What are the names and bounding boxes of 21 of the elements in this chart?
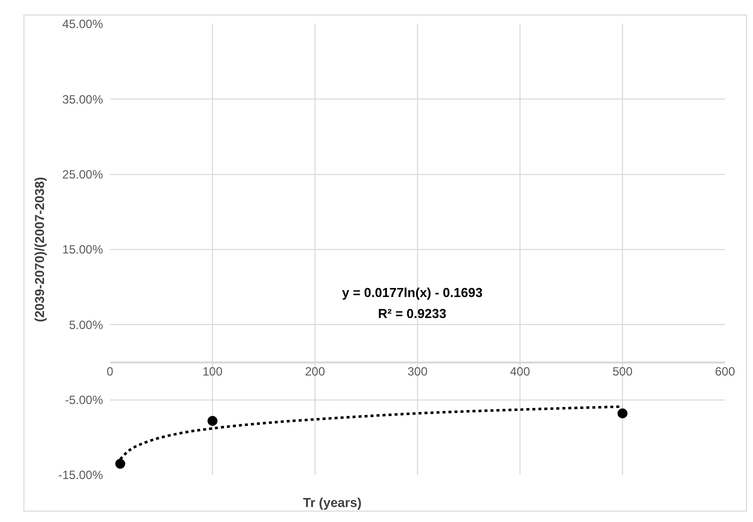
y-tick-label: 5.00% (68, 318, 104, 332)
x-tick-label: 600 (714, 364, 736, 378)
annotation: R² = 0.9233 (378, 306, 446, 321)
y-tick-label: 35.00% (62, 92, 104, 106)
y-tick-label: -15.00% (58, 468, 104, 482)
x-tick-label: 100 (202, 364, 223, 378)
x-tick-label: 500 (612, 364, 633, 378)
x-tick-label: 400 (510, 364, 530, 378)
x-tick-label: 0 (106, 364, 114, 378)
y-tick-label: -5.00% (64, 393, 104, 408)
y-axis-title: (2039-2070)/(2007-2038) (32, 176, 48, 322)
x-tick-label: 300 (407, 364, 428, 378)
x-tick-label: 200 (304, 364, 326, 378)
y-tick-label: 45.00% (62, 17, 104, 32)
point (618, 408, 628, 418)
y-tick-label: 15.00% (62, 242, 104, 257)
y-tick-label: 25.00% (62, 168, 104, 182)
annotation: y = 0.0177ln(x) - 0.1693 (342, 285, 483, 300)
point (115, 458, 126, 469)
point (208, 416, 218, 426)
x-axis-title: Tr (years) (303, 495, 362, 510)
